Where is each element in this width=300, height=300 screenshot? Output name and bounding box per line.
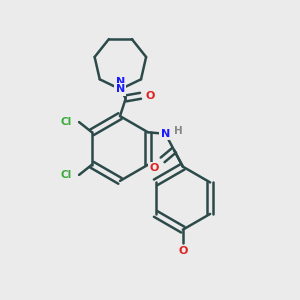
Text: Cl: Cl (61, 117, 72, 127)
Text: Cl: Cl (61, 170, 72, 180)
Text: N: N (116, 84, 125, 94)
Text: O: O (178, 246, 188, 256)
Text: N: N (161, 129, 170, 139)
Text: N: N (116, 77, 125, 87)
Text: O: O (146, 91, 155, 101)
Text: O: O (150, 163, 159, 173)
Text: H: H (174, 126, 182, 136)
